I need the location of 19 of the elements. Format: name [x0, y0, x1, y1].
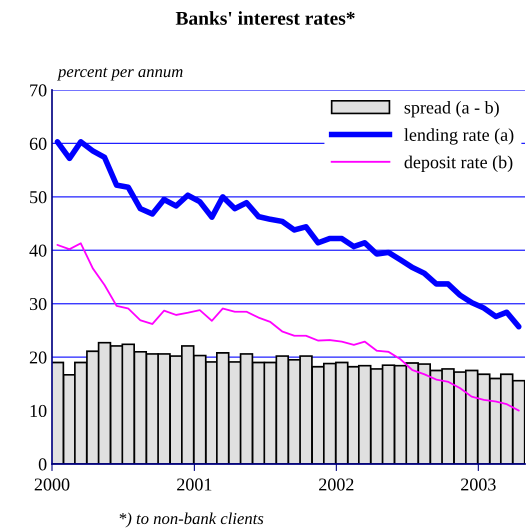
- legend-label: lending rate (a): [404, 128, 514, 145]
- legend-label: deposit rate (b): [404, 156, 512, 172]
- y-tick-label: 70: [30, 84, 46, 96]
- x-tick-label: 2002: [319, 478, 354, 491]
- y-tick-label: 30: [30, 298, 46, 310]
- y-tick-label: 40: [29, 244, 46, 257]
- y-axis-title: percent per annum: [57, 68, 183, 81]
- legend-label: spread (a - b): [404, 100, 499, 118]
- line-series: [56, 242, 520, 412]
- x-tick-label: 2003: [461, 478, 496, 491]
- x-tick-label: 2000: [34, 478, 70, 491]
- x-tick-label: 2001: [177, 478, 212, 491]
- y-tick-label: 50: [30, 191, 46, 204]
- y-tick-label: 10: [30, 404, 46, 418]
- y-tick-label: 20: [30, 351, 46, 364]
- y-tick-label: 60: [30, 138, 46, 150]
- chart-title: Banks' interest rates*: [176, 11, 355, 25]
- text: *) to non-bank clients: [120, 512, 264, 528]
- y-tick-label: 0: [38, 458, 46, 470]
